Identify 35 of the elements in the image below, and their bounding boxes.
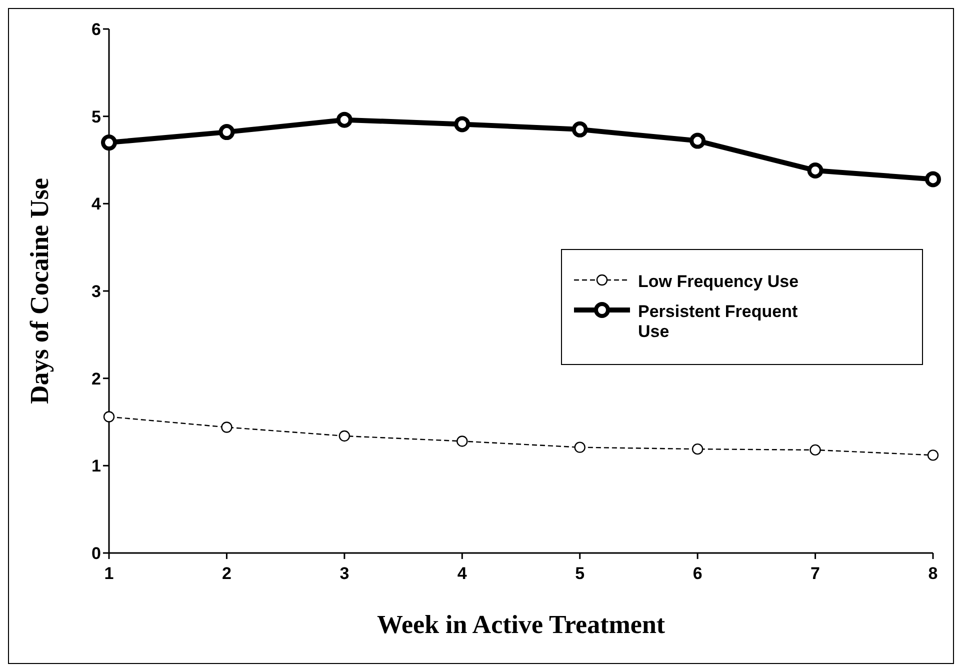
point <box>101 134 117 151</box>
point <box>218 124 235 140</box>
x-tick-label: 1 <box>104 564 114 584</box>
point <box>927 450 939 461</box>
x-tick-label: 6 <box>692 564 702 584</box>
y-tick-label: 4 <box>92 194 102 214</box>
x-tick-label: 8 <box>928 564 938 584</box>
y-axis-title: Days of Cocaine Use <box>25 178 54 404</box>
x-tick-label: 2 <box>222 564 232 584</box>
point <box>572 121 588 138</box>
point <box>810 444 821 456</box>
point <box>338 430 350 442</box>
point <box>807 162 824 178</box>
point <box>454 116 470 132</box>
point <box>574 442 586 453</box>
point <box>692 443 704 455</box>
point <box>456 436 468 447</box>
x-tick-label: 3 <box>340 564 350 584</box>
point <box>690 132 706 149</box>
y-tick-label: 5 <box>92 107 101 126</box>
x-axis-title: Week in Active Treatment <box>376 610 666 639</box>
point <box>925 171 941 188</box>
legend-label: Persistent Frequent Use <box>638 302 799 342</box>
legend-label: Low Frequency Use <box>638 272 800 292</box>
y-tick-label: 1 <box>92 456 101 476</box>
x-tick-label: 7 <box>810 564 820 584</box>
y-tick-label: 0 <box>92 544 101 564</box>
point <box>103 411 115 422</box>
y-tick-label: 2 <box>92 369 101 388</box>
x-tick-label: 4 <box>457 564 468 584</box>
point <box>221 422 232 433</box>
y-tick-label: 3 <box>92 282 101 302</box>
point <box>336 112 352 128</box>
x-tick-label: 5 <box>575 564 585 584</box>
y-tick-label: 6 <box>92 20 101 40</box>
